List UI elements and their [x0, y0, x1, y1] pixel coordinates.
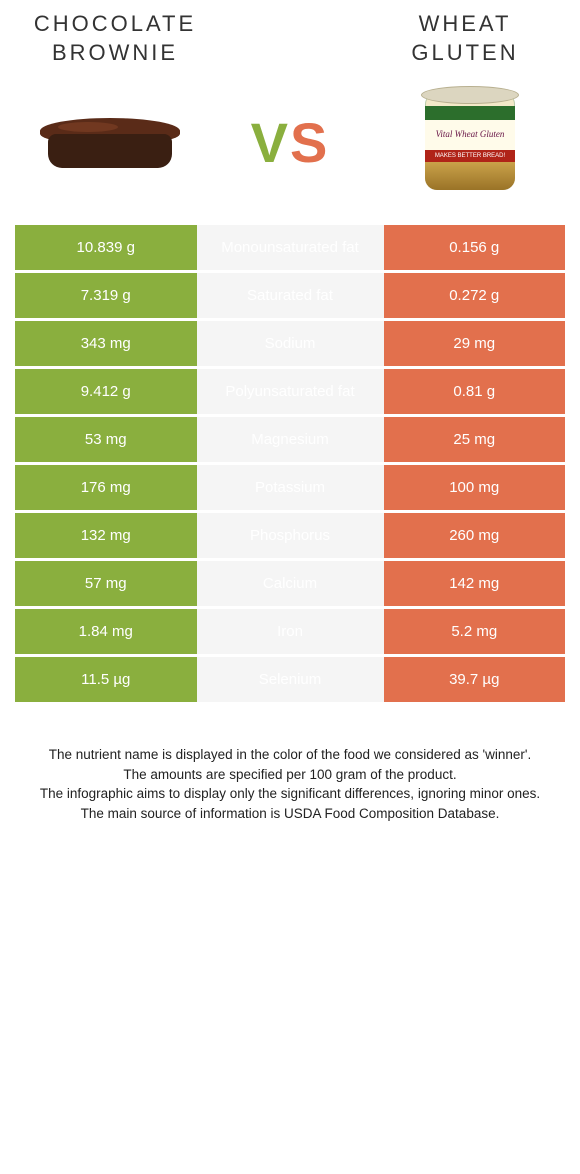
- nutrient-label: Calcium: [197, 561, 384, 606]
- left-value: 132 mg: [15, 513, 197, 558]
- right-value: 0.156 g: [384, 225, 566, 270]
- right-value: 39.7 µg: [384, 657, 566, 702]
- left-value: 7.319 g: [15, 273, 197, 318]
- left-value: 53 mg: [15, 417, 197, 462]
- left-value: 11.5 µg: [15, 657, 197, 702]
- table-row: 132 mgPhosphorus260 mg: [15, 513, 565, 558]
- table-row: 9.412 gPolyunsaturated fat0.81 g: [15, 369, 565, 414]
- vs-row: VS Vital Wheat Gluten MAKES BETTER BREAD…: [15, 87, 565, 197]
- table-row: 7.319 gSaturated fat0.272 g: [15, 273, 565, 318]
- left-value: 9.412 g: [15, 369, 197, 414]
- nutrient-label: Saturated fat: [197, 273, 384, 318]
- right-value: 142 mg: [384, 561, 566, 606]
- left-value: 176 mg: [15, 465, 197, 510]
- vs-v: V: [251, 111, 290, 174]
- left-value: 57 mg: [15, 561, 197, 606]
- right-title-col: WHEAT GLUTEN: [365, 10, 565, 67]
- nutrient-label: Phosphorus: [197, 513, 384, 558]
- table-row: 10.839 gMonounsaturated fat0.156 g: [15, 225, 565, 270]
- left-title: CHOCOLATE BROWNIE: [15, 10, 215, 67]
- nutrient-label: Monounsaturated fat: [197, 225, 384, 270]
- vs-s: S: [290, 111, 329, 174]
- can-band: MAKES BETTER BREAD!: [425, 150, 515, 162]
- right-value: 0.272 g: [384, 273, 566, 318]
- footer-line-3: The infographic aims to display only the…: [25, 784, 555, 804]
- right-title: WHEAT GLUTEN: [365, 10, 565, 67]
- brownie-icon: [40, 112, 180, 172]
- right-value: 25 mg: [384, 417, 566, 462]
- nutrient-label: Sodium: [197, 321, 384, 366]
- footer-line-4: The main source of information is USDA F…: [25, 804, 555, 824]
- footer-line-2: The amounts are specified per 100 gram o…: [25, 765, 555, 785]
- left-value: 10.839 g: [15, 225, 197, 270]
- right-value: 260 mg: [384, 513, 566, 558]
- right-value: 100 mg: [384, 465, 566, 510]
- right-value: 29 mg: [384, 321, 566, 366]
- footer-notes: The nutrient name is displayed in the co…: [15, 745, 565, 823]
- left-value: 343 mg: [15, 321, 197, 366]
- nutrient-label: Iron: [197, 609, 384, 654]
- footer-line-1: The nutrient name is displayed in the co…: [25, 745, 555, 765]
- can-label: Vital Wheat Gluten: [425, 120, 515, 150]
- vs-label: VS: [251, 110, 330, 175]
- header-titles: CHOCOLATE BROWNIE WHEAT GLUTEN: [15, 10, 565, 67]
- nutrient-label: Magnesium: [197, 417, 384, 462]
- right-value: 0.81 g: [384, 369, 566, 414]
- comparison-table: 10.839 gMonounsaturated fat0.156 g7.319 …: [15, 222, 565, 705]
- gluten-image: Vital Wheat Gluten MAKES BETTER BREAD!: [385, 87, 555, 197]
- table-row: 343 mgSodium29 mg: [15, 321, 565, 366]
- left-value: 1.84 mg: [15, 609, 197, 654]
- right-value: 5.2 mg: [384, 609, 566, 654]
- nutrient-label: Polyunsaturated fat: [197, 369, 384, 414]
- can-icon: Vital Wheat Gluten MAKES BETTER BREAD!: [415, 82, 525, 202]
- nutrient-label: Potassium: [197, 465, 384, 510]
- table-row: 11.5 µgSelenium39.7 µg: [15, 657, 565, 702]
- table-row: 57 mgCalcium142 mg: [15, 561, 565, 606]
- brownie-image: [25, 87, 195, 197]
- table-row: 53 mgMagnesium25 mg: [15, 417, 565, 462]
- nutrient-label: Selenium: [197, 657, 384, 702]
- left-title-col: CHOCOLATE BROWNIE: [15, 10, 215, 67]
- table-row: 176 mgPotassium100 mg: [15, 465, 565, 510]
- table-row: 1.84 mgIron5.2 mg: [15, 609, 565, 654]
